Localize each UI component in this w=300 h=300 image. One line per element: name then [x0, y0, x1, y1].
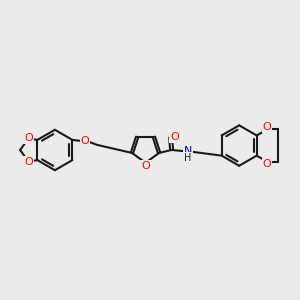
Text: N: N	[184, 146, 192, 156]
Text: O: O	[141, 161, 150, 171]
Text: O: O	[24, 157, 33, 166]
Text: O: O	[263, 159, 272, 169]
Text: O: O	[24, 134, 33, 143]
Text: H: H	[184, 153, 191, 163]
Text: O: O	[263, 122, 272, 132]
Text: O: O	[170, 133, 179, 142]
Text: O: O	[80, 136, 89, 146]
